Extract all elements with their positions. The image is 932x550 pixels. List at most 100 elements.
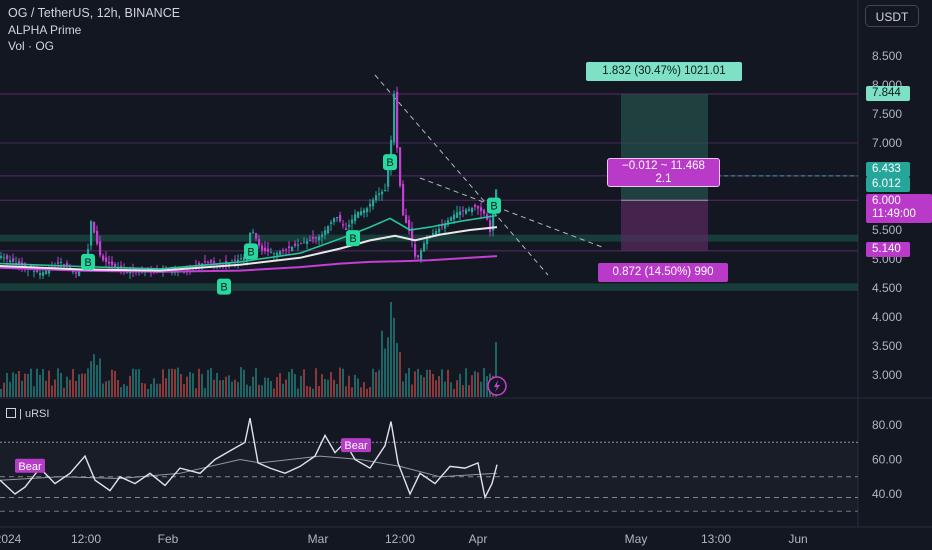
volume-bar (477, 372, 479, 397)
candle-body (303, 242, 306, 244)
volume-bar (261, 385, 263, 397)
candle-body (453, 214, 456, 220)
candle-body (108, 261, 111, 264)
lightning-icon (487, 376, 507, 396)
volume-bar (144, 383, 146, 397)
position-center-label[interactable]: −0.012 ~ 11.468 2.1 (607, 158, 720, 187)
volume-bar (273, 388, 275, 397)
volume-bar (372, 368, 374, 397)
volume-bar (435, 380, 437, 397)
candle-body (105, 257, 108, 262)
volume-bar (3, 382, 5, 397)
volume-bar (195, 388, 197, 397)
candle-body (330, 222, 333, 224)
volume-bar (231, 381, 233, 397)
volume-bar (174, 369, 176, 397)
time-tick-label: Feb (158, 532, 179, 546)
volume-bar (441, 369, 443, 397)
volume-bar (426, 369, 428, 397)
candle-body (33, 270, 36, 272)
volume-bar (90, 361, 92, 397)
candle-body (264, 247, 267, 252)
volume-bar (417, 368, 419, 397)
price-tag-entry: 6.012 (866, 177, 910, 192)
candle-body (39, 273, 42, 276)
volume-bar (480, 381, 482, 397)
price-tag-stop: 5.140 (866, 242, 910, 257)
candle-body (186, 269, 189, 271)
volume-bar (375, 372, 377, 397)
volume-bar (429, 369, 431, 397)
ema-slow-line (0, 255, 498, 273)
volume-bar (300, 375, 302, 397)
symbol-title[interactable]: OG / TetherUS, 12h, BINANCE (8, 6, 181, 20)
volume-bar (228, 375, 230, 397)
volume-bar (495, 342, 497, 397)
buy-signal-text: B (349, 233, 356, 245)
time-tick-label: Jun (788, 532, 807, 546)
volume-bar (54, 379, 56, 397)
volume-bar (306, 386, 308, 397)
volume-bar (15, 373, 17, 397)
volume-bar (84, 373, 86, 397)
rsi-label: | uRSI (19, 408, 50, 420)
volume-bar (459, 373, 461, 397)
candle-body (327, 226, 330, 234)
price-tick-label: 3.000 (872, 368, 902, 382)
volume-bar (153, 378, 155, 397)
currency-button[interactable]: USDT (865, 5, 919, 27)
volume-bar (267, 377, 269, 397)
volume-bar (357, 378, 359, 397)
volume-bar (348, 375, 350, 397)
volume-bar (291, 368, 293, 397)
volume-bar (129, 375, 131, 397)
candle-body (336, 216, 339, 219)
candle-body (288, 246, 291, 249)
volume-bar (318, 386, 320, 397)
price-tick-label: 7.500 (872, 107, 902, 121)
buy-signal-badge (383, 154, 397, 171)
volume-bar (201, 373, 203, 397)
volume-bar (33, 386, 35, 397)
volume-bar (468, 385, 470, 397)
bear-signal: Bear (341, 438, 371, 453)
price-tag-last: 6.000 11:49:00 (866, 194, 932, 223)
indicator-alpha-prime[interactable]: ALPHA Prime (8, 23, 82, 37)
candle-body (417, 255, 420, 258)
sr-zone (0, 283, 858, 291)
volume-bar (168, 368, 170, 397)
bear-signal: Bear (15, 458, 45, 473)
candle-body (63, 264, 66, 266)
volume-bar (135, 369, 137, 397)
candle-body (270, 252, 273, 254)
volume-bar (471, 375, 473, 397)
volume-bar (366, 388, 368, 397)
candle-body (489, 220, 492, 232)
volume-bar (159, 383, 161, 397)
volume-bar (24, 373, 26, 397)
volume-bar (297, 388, 299, 397)
price-tick-label: 4.500 (872, 281, 902, 295)
candle-body (312, 237, 315, 239)
volume-bar (354, 374, 356, 397)
volume-bar (165, 378, 167, 397)
volume-bar (324, 378, 326, 397)
price-tick-label: 3.500 (872, 339, 902, 353)
volume-bar (462, 385, 464, 397)
volume-bar (384, 348, 386, 397)
rsi-settings-icon[interactable] (6, 408, 16, 418)
volume-bar (312, 388, 314, 397)
volume-bar (285, 379, 287, 397)
volume-bar (294, 374, 296, 397)
time-tick-label: 12:00 (71, 532, 101, 546)
candle-body (399, 147, 402, 186)
buy-signal: B (383, 154, 397, 171)
volume-bar (387, 337, 389, 397)
candle-body (360, 211, 363, 216)
candle-body (3, 257, 6, 259)
rsi-band (0, 442, 858, 512)
volume-bar (447, 369, 449, 397)
indicator-volume[interactable]: Vol · OG (8, 39, 55, 53)
candle-body (96, 230, 99, 244)
